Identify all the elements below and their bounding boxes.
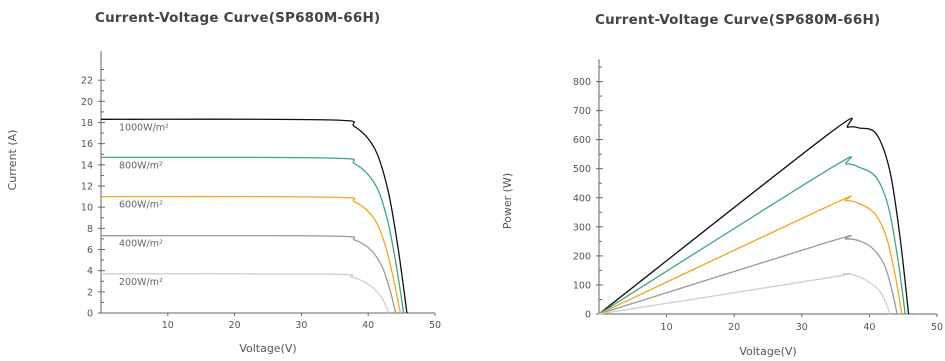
y-tick-label: 300 (573, 222, 591, 233)
y-tick-label: 200 (573, 251, 591, 262)
iv-chart-svg: 0 2 4 6 8 10 12 14 16 18 20 22 10 20 30 40 50 Voltage(V) C… (6, 51, 441, 355)
series-label: 1000W/m² (119, 122, 169, 133)
pv-chart-title: Current-Voltage Curve(SP680M-66H) (595, 12, 881, 28)
y-tick-label: 16 (81, 139, 93, 150)
x-tick-label: 40 (362, 320, 374, 331)
y-tick-label: 500 (573, 164, 591, 175)
iv-chart-title: Current-Voltage Curve(SP680M-66H) (95, 10, 381, 26)
series-label: 200W/m² (119, 277, 163, 288)
series-label: 800W/m² (119, 160, 163, 171)
y-tick-label: 0 (585, 310, 591, 321)
y-tick-label: 20 (81, 97, 93, 108)
y-tick-label: 18 (81, 118, 93, 129)
series-line-1 (598, 156, 906, 315)
series-line-4 (598, 272, 891, 315)
series-label: 400W/m² (119, 239, 163, 250)
y-axis-title: Current (A) (6, 130, 19, 191)
y-tick-label: 22 (81, 76, 93, 87)
y-tick-label: 4 (87, 266, 93, 277)
pv-chart-panel: Current-Voltage Curve(SP680M-66H) 0 100 20… (472, 0, 945, 361)
series-label: 600W/m² (119, 200, 163, 211)
x-tick-label: 20 (728, 322, 740, 333)
y-tick-label: 8 (87, 224, 93, 235)
pv-axes: 0 100 200 300 400 500 600 700 800 10 20 30 40 50 Volta… (501, 59, 943, 358)
y-tick-label: 14 (81, 160, 93, 171)
series-line-0 (100, 118, 408, 314)
y-tick-label: 12 (81, 182, 93, 193)
x-tick-label: 40 (863, 322, 875, 333)
iv-chart-panel: Current-Voltage Curve(SP680M-66H) 0 2 4 6 8 1… (0, 0, 472, 361)
y-tick-label: 100 (573, 280, 591, 291)
series-line-4 (100, 273, 390, 314)
pv-chart-svg: 0 100 200 300 400 500 600 700 800 10 20 30 40 50 Volta… (501, 59, 943, 358)
iv-axes: 0 2 4 6 8 10 12 14 16 18 20 22 10 20 30 40 50 Voltage(V) C… (6, 51, 441, 355)
x-tick-label: 20 (229, 320, 241, 331)
iv-curves (100, 118, 408, 314)
x-tick-label: 10 (162, 320, 174, 331)
y-tick-label: 700 (573, 106, 591, 117)
series-line-2 (598, 195, 903, 315)
series-line-0 (598, 117, 910, 315)
y-tick-label: 6 (87, 245, 93, 256)
y-tick-label: 400 (573, 193, 591, 204)
y-tick-label: 800 (573, 77, 591, 88)
x-axis-title: Voltage(V) (239, 342, 296, 355)
x-tick-label: 30 (295, 320, 307, 331)
y-tick-label: 0 (87, 309, 93, 320)
x-tick-label: 30 (796, 322, 808, 333)
series-line-3 (598, 234, 898, 315)
pv-curves (598, 117, 910, 315)
x-tick-label: 50 (931, 322, 943, 333)
x-tick-label: 50 (429, 320, 441, 331)
series-line-1 (100, 156, 405, 314)
y-axis-title: Power (W) (501, 173, 514, 229)
x-tick-label: 10 (661, 322, 673, 333)
y-tick-label: 10 (81, 203, 93, 214)
y-tick-label: 2 (87, 287, 93, 298)
series-line-3 (100, 234, 397, 314)
series-line-2 (100, 195, 401, 314)
x-axis-title: Voltage(V) (739, 345, 796, 358)
iv-labels: 1000W/m² 800W/m² 600W/m² 400W/m² 200W/m² (119, 122, 169, 288)
y-tick-label: 600 (573, 135, 591, 146)
